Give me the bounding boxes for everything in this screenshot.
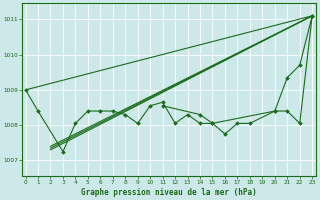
X-axis label: Graphe pression niveau de la mer (hPa): Graphe pression niveau de la mer (hPa) (81, 188, 257, 197)
